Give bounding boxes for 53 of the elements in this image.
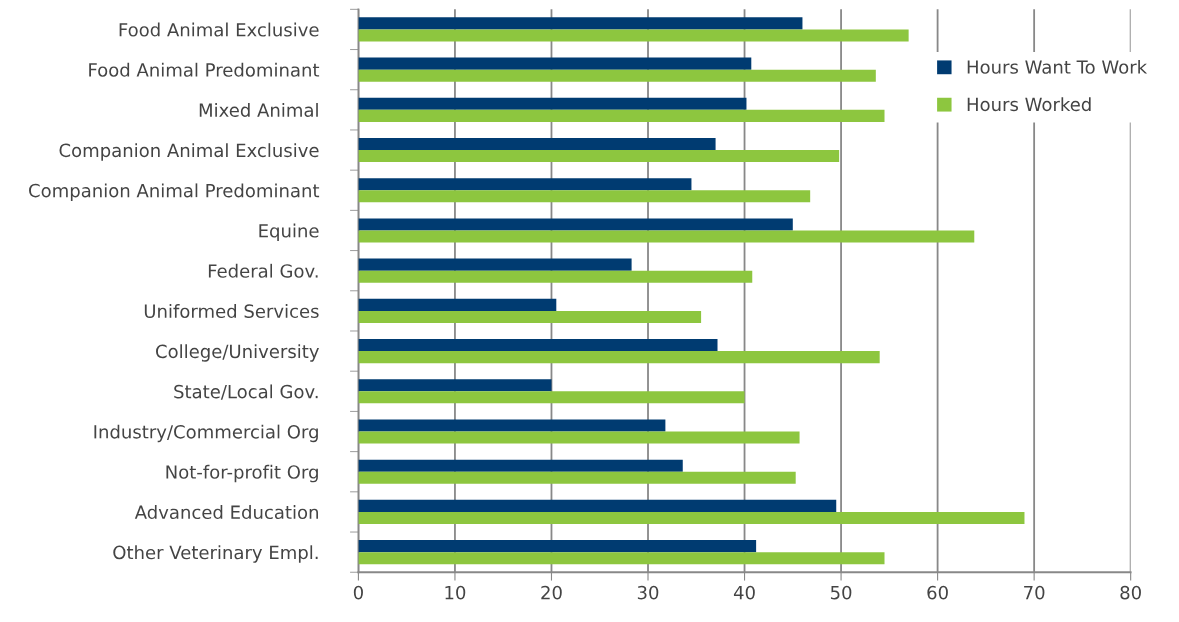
x-tick-label: 40	[733, 585, 755, 600]
y-tick-label: Not-for-profit Org	[166, 464, 318, 483]
legend-label: Hours Want To Work	[967, 59, 1148, 74]
bar	[358, 511, 1025, 524]
bar	[358, 270, 753, 283]
bar	[358, 351, 880, 364]
bar	[358, 391, 745, 404]
x-tick-label: 10	[445, 585, 466, 600]
bar	[358, 29, 909, 42]
y-tick-label: Industry/Commercial Org	[94, 424, 318, 443]
bar	[358, 69, 876, 82]
bar	[358, 218, 793, 231]
bar	[358, 17, 803, 30]
x-tick-label: 80	[1120, 585, 1141, 600]
bar	[358, 97, 747, 110]
bar	[358, 540, 757, 553]
y-tick-label: Mixed Animal	[199, 102, 318, 117]
bar	[358, 109, 885, 122]
y-tick-label: Advanced Education	[134, 505, 318, 520]
bar	[358, 431, 800, 444]
y-tick-label: Food Animal Predominant	[89, 62, 320, 77]
bar	[358, 138, 716, 151]
x-tick-label: 50	[830, 585, 852, 600]
y-tick-label: Food Animal Exclusive	[119, 22, 319, 37]
y-tick-label: Other Veterinary Empl.	[113, 545, 318, 563]
y-tick-label: Companion Animal Predominant	[29, 183, 320, 201]
bar	[358, 57, 752, 70]
bar	[358, 310, 702, 323]
x-tick-label: 30	[637, 585, 659, 600]
bar	[358, 499, 837, 512]
y-tick-label: Companion Animal Exclusive	[59, 143, 319, 161]
x-tick-label: 0	[353, 585, 363, 600]
bar	[358, 419, 666, 432]
bar	[358, 150, 840, 163]
bar	[358, 230, 975, 243]
bar	[358, 339, 718, 352]
y-tick-label: Federal Gov.	[208, 263, 318, 278]
x-tick-label: 70	[1024, 585, 1045, 600]
bar	[358, 471, 796, 484]
bar	[358, 459, 683, 472]
bar	[358, 552, 885, 565]
bar	[358, 190, 811, 203]
bar	[358, 258, 632, 271]
y-tick-label: State/Local Gov.	[174, 384, 318, 400]
x-tick-label: 20	[541, 585, 562, 600]
bar	[358, 379, 552, 392]
y-tick-label: College/University	[156, 344, 319, 362]
y-tick-label: Equine	[259, 223, 319, 242]
bar	[358, 178, 692, 191]
bar	[358, 298, 557, 311]
x-tick-label: 60	[927, 585, 948, 600]
legend-label: Hours Worked	[967, 97, 1091, 112]
y-tick-label: Uniformed Services	[144, 304, 319, 319]
